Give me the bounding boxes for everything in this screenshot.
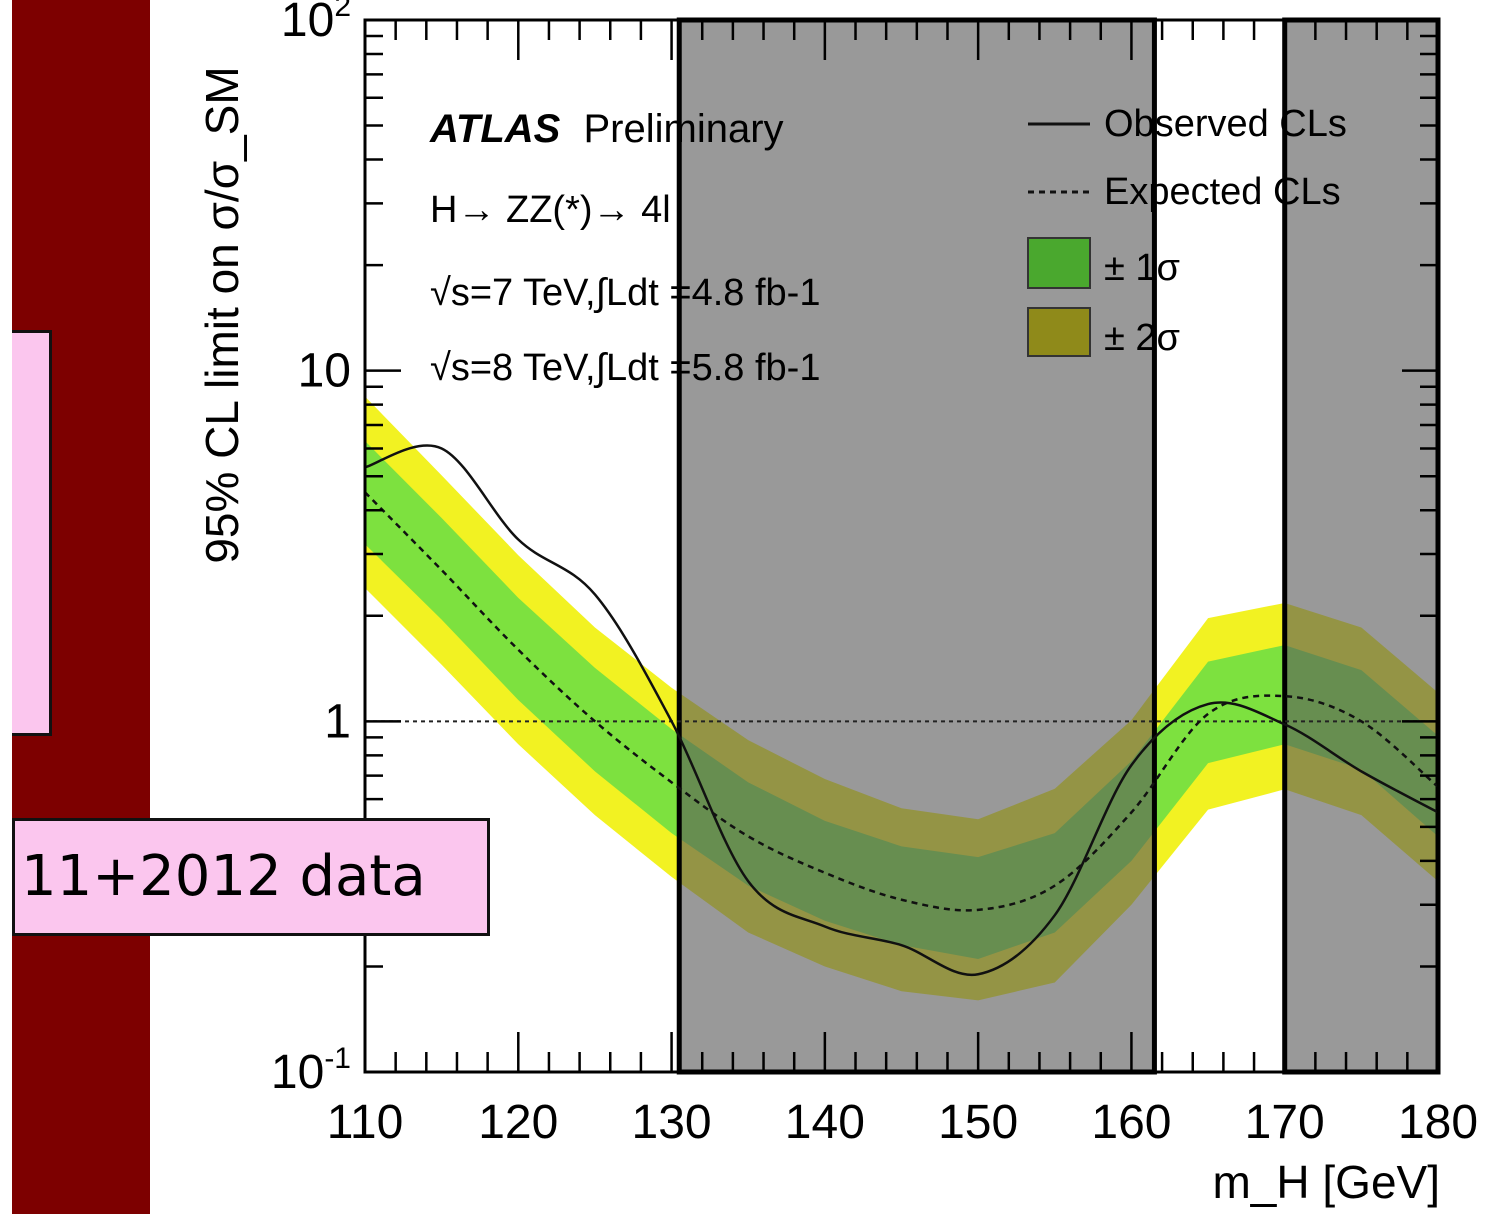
x-tick-label: 110 <box>327 1096 404 1149</box>
plot-frame <box>363 18 1440 1074</box>
y-tick-label-0.1-exponent: -1 <box>324 1042 351 1075</box>
legend-two-sigma-label: ± 2σ <box>1104 317 1180 359</box>
expected-line <box>364 491 1439 912</box>
observed-line <box>364 444 1439 977</box>
x-tick-label: 180 <box>1398 1096 1478 1149</box>
legend-two-sigma-swatch <box>1027 307 1091 357</box>
legend-one-sigma-label: ± 1σ <box>1104 247 1180 289</box>
two-sigma-band <box>365 396 1438 1001</box>
lumi-7-label: √s=7 TeV,∫Ldt =4.8 fb-1 <box>430 272 820 314</box>
x-tick-label: 170 <box>1245 1096 1325 1149</box>
experiment-label: ATLAS <box>429 107 561 151</box>
y-tick-label-10: 10 <box>298 345 351 398</box>
y-tick-label-1: 1 <box>324 695 351 748</box>
x-axis-label: m_H [GeV] <box>1212 1156 1440 1208</box>
x-tick-label: 150 <box>938 1096 1018 1149</box>
legend-expected-label: Expected CLs <box>1104 171 1341 213</box>
atlas-label: ATLAS Preliminary <box>429 107 784 151</box>
x-tick-label: 120 <box>478 1096 558 1149</box>
shaded-region-1 <box>676 17 1157 1075</box>
x-tick-label: 140 <box>785 1096 865 1149</box>
y-tick-label-0.1: 10-1 <box>271 1042 351 1099</box>
pink-panel <box>12 330 52 736</box>
status-label: Preliminary <box>583 107 783 151</box>
limit-lines <box>364 444 1439 977</box>
x-tick-label: 160 <box>1091 1096 1171 1149</box>
channel-label: H→ ZZ(*)→ 4l <box>430 189 671 231</box>
x-tick-label: 130 <box>632 1096 712 1149</box>
legend-one-sigma-swatch <box>1027 237 1091 289</box>
legend-observed-label: Observed CLs <box>1104 103 1347 145</box>
legend: Observed CLs Expected CLs ± 1σ ± 2σ <box>1027 103 1347 359</box>
lumi-8-label: √s=8 TeV,∫Ldt =5.8 fb-1 <box>430 347 820 389</box>
shaded-regions <box>676 17 1441 1075</box>
y-axis-label: 95% CL limit on σ/σ_SM <box>196 66 248 563</box>
y-tick-label-100-exponent: 2 <box>334 0 351 23</box>
slide-data-label: 11+2012 data <box>12 818 490 936</box>
